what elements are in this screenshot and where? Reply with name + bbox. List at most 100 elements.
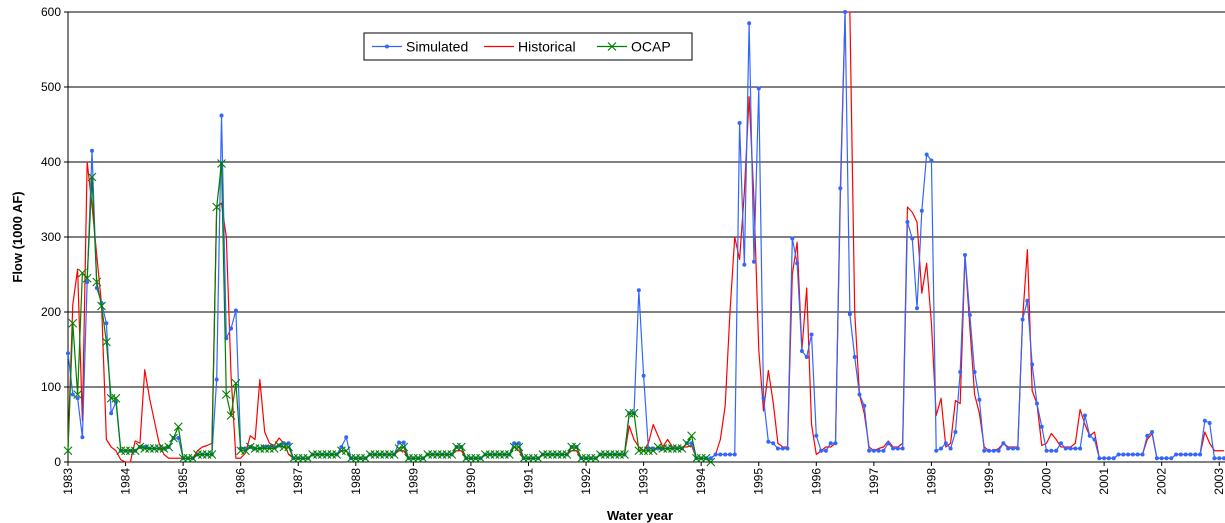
- data-point-simulated: [1154, 456, 1159, 461]
- data-point-simulated: [934, 448, 939, 453]
- data-point-simulated: [780, 446, 785, 451]
- data-point-simulated: [1097, 456, 1102, 461]
- data-point-simulated: [708, 456, 713, 461]
- data-point-simulated: [90, 148, 94, 153]
- data-point-simulated: [1006, 446, 1011, 451]
- data-point-ocap: [169, 433, 178, 443]
- data-point-simulated: [972, 370, 977, 374]
- data-point-simulated: [1121, 452, 1126, 457]
- data-point-simulated: [953, 430, 958, 434]
- data-point-simulated: [109, 411, 114, 416]
- x-tick-label: 1988: [349, 468, 363, 495]
- legend-label-ocap: OCAP: [631, 39, 671, 55]
- data-point-simulated: [512, 441, 517, 446]
- data-point-simulated: [843, 10, 848, 14]
- data-point-simulated: [636, 288, 641, 293]
- data-point-simulated: [1082, 413, 1087, 418]
- data-point-simulated: [1188, 452, 1193, 457]
- data-point-simulated: [991, 448, 996, 453]
- data-point-simulated: [804, 355, 809, 359]
- data-point-simulated: [982, 448, 987, 453]
- data-point-ocap: [341, 446, 351, 456]
- data-point-ocap: [418, 453, 428, 463]
- data-point-simulated: [799, 349, 804, 353]
- x-tick-label: 1994: [694, 468, 708, 495]
- data-point-simulated: [286, 441, 291, 446]
- data-point-simulated: [1102, 456, 1107, 461]
- data-point-simulated: [1140, 452, 1145, 457]
- x-tick-label: 1999: [982, 468, 996, 495]
- data-point-simulated: [828, 441, 833, 446]
- data-point-simulated: [1106, 456, 1111, 461]
- data-point-simulated: [1049, 448, 1054, 453]
- data-point-ocap: [572, 442, 581, 452]
- data-point-ocap: [241, 446, 250, 456]
- series-line-historical: [67, 11, 1225, 463]
- data-point-ocap: [653, 442, 663, 452]
- data-point-simulated: [1078, 446, 1083, 451]
- data-point-ocap: [207, 450, 217, 459]
- data-point-simulated: [838, 186, 843, 191]
- data-point-simulated: [871, 448, 876, 453]
- x-tick-label: 1993: [637, 468, 651, 495]
- data-point-simulated: [723, 452, 728, 457]
- data-point-simulated: [962, 253, 967, 257]
- data-point-simulated: [732, 452, 737, 457]
- x-tick-label: 1998: [924, 468, 938, 495]
- data-point-simulated: [785, 446, 790, 451]
- x-tick-label: 1985: [176, 468, 190, 495]
- x-tick-label: 1996: [809, 468, 823, 495]
- data-point-simulated: [823, 448, 828, 453]
- data-point-simulated: [516, 441, 521, 446]
- data-point-simulated: [876, 448, 881, 453]
- data-point-simulated: [910, 236, 915, 241]
- data-point-simulated: [1073, 446, 1078, 451]
- x-tick-label: 2001: [1097, 468, 1111, 495]
- data-point-simulated: [967, 313, 972, 317]
- x-tick-label: 2003: [1212, 468, 1225, 495]
- y-tick-label: 300: [41, 230, 61, 244]
- x-tick-label: 1990: [464, 468, 478, 495]
- data-point-simulated: [75, 396, 80, 401]
- data-point-simulated: [1011, 446, 1015, 451]
- data-point-simulated: [66, 351, 70, 356]
- data-point-simulated: [977, 397, 982, 402]
- x-tick-label: 1991: [521, 468, 535, 495]
- data-point-simulated: [718, 452, 723, 457]
- data-point-simulated: [214, 377, 219, 382]
- x-tick-label: 1983: [61, 468, 75, 495]
- data-point-simulated: [1202, 418, 1207, 423]
- data-point-simulated: [1174, 452, 1179, 457]
- data-point-ocap: [102, 337, 111, 347]
- data-point-simulated: [1193, 452, 1198, 457]
- data-point-simulated: [915, 306, 920, 311]
- x-tick-label: 1986: [234, 468, 248, 495]
- data-point-simulated: [756, 86, 761, 91]
- data-point-ocap: [188, 453, 198, 463]
- data-point-simulated: [958, 370, 963, 374]
- data-point-simulated: [339, 445, 344, 449]
- x-tick-label: 1992: [579, 468, 593, 495]
- data-point-simulated: [641, 373, 646, 378]
- data-point-ocap: [682, 438, 692, 448]
- data-point-ocap: [82, 273, 92, 283]
- y-tick-label: 400: [41, 155, 61, 169]
- data-point-simulated: [886, 441, 891, 446]
- data-point-simulated: [1159, 456, 1164, 461]
- data-point-ocap: [269, 444, 279, 453]
- data-point-ocap: [514, 442, 524, 452]
- x-tick-label: 1989: [406, 468, 420, 495]
- y-tick-label: 200: [41, 305, 61, 319]
- data-point-ocap: [687, 431, 696, 441]
- data-point-simulated: [1207, 421, 1212, 425]
- data-point-simulated: [737, 121, 742, 125]
- data-point-simulated: [219, 113, 224, 118]
- data-point-ocap: [648, 446, 658, 456]
- data-point-simulated: [1015, 446, 1020, 451]
- data-point-ocap: [447, 450, 457, 459]
- data-point-ocap: [361, 453, 370, 463]
- data-point-simulated: [1212, 456, 1217, 461]
- data-point-simulated: [987, 448, 991, 453]
- data-point-ocap: [620, 450, 629, 459]
